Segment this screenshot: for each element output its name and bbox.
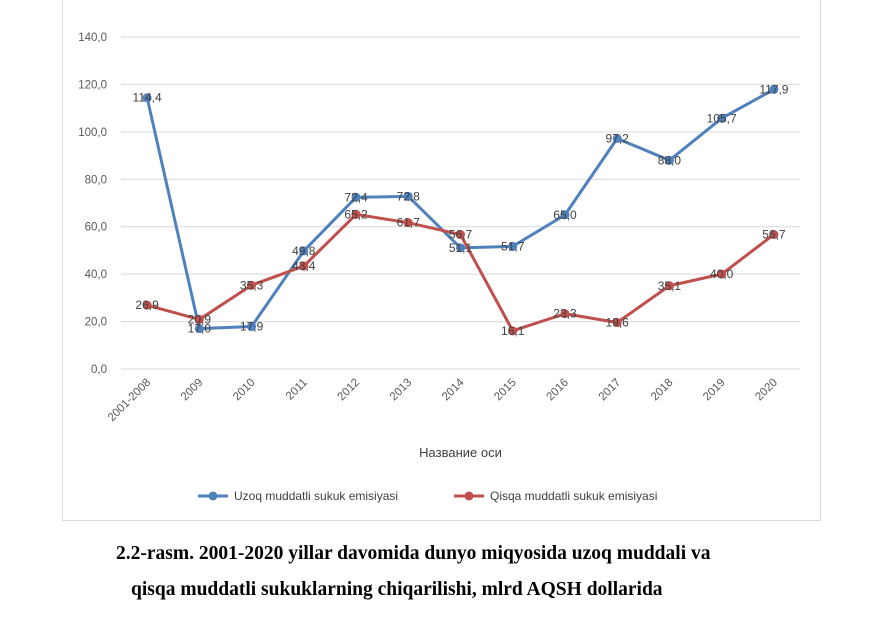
data-label: 23,3	[553, 307, 577, 321]
x-tick-label: 2009	[179, 377, 206, 404]
y-tick-label: 120,0	[78, 79, 107, 91]
data-point	[769, 84, 779, 94]
series-lines	[142, 84, 779, 336]
data-label: 26,9	[135, 298, 159, 312]
x-tick-label: 2014	[440, 376, 467, 403]
data-point	[508, 241, 518, 251]
legend-label: Uzoq muddatli sukuk emisiyasi	[234, 489, 398, 503]
x-tick-label: 2012	[336, 377, 363, 404]
data-point	[299, 261, 309, 271]
x-tick-label: 2016	[545, 377, 572, 404]
data-point	[456, 230, 465, 240]
data-point	[456, 243, 465, 253]
y-tick-label: 40,0	[85, 269, 107, 281]
data-label: 65,2	[344, 207, 368, 221]
gridlines	[121, 36, 800, 370]
legend-label: Qisqa muddatli sukuk emisiyasi	[490, 489, 657, 503]
data-label: 35,1	[658, 279, 682, 293]
data-point	[351, 192, 361, 202]
data-label: 61,7	[397, 216, 421, 230]
data-point	[508, 326, 518, 336]
data-label: 114,4	[133, 91, 162, 105]
data-label: 43,4	[292, 259, 316, 273]
data-label: 51,1	[449, 241, 473, 255]
line-chart: 0,0 20,0 40,0 60,0 80,0 100,0 120,0 140,0 2001-…	[78, 32, 800, 503]
legend-marker	[464, 491, 474, 501]
data-label: 40,0	[710, 267, 734, 281]
data-point	[612, 318, 622, 328]
x-tick-label: 2011	[284, 377, 310, 403]
x-tick-label: 2015	[492, 377, 519, 404]
caption-line-1: 2.2-rasm. 2001-2020 yillar davomida duny…	[116, 543, 711, 564]
y-tick-label: 140,0	[78, 32, 107, 44]
data-label: 49,8	[292, 244, 316, 258]
y-tick-label: 80,0	[85, 174, 107, 186]
data-label: 72,4	[344, 190, 368, 204]
data-point	[664, 281, 674, 291]
x-tick-label: 2020	[753, 377, 780, 404]
data-point	[142, 93, 152, 103]
data-label: 35,3	[240, 278, 264, 292]
y-tick-label: 0,0	[91, 364, 107, 376]
data-label: 20,9	[188, 312, 212, 326]
x-tick-label: 2018	[649, 377, 676, 404]
data-label: 17,9	[240, 320, 264, 334]
data-label: 72,8	[397, 189, 421, 203]
y-tick-label: 100,0	[78, 127, 107, 139]
data-point	[560, 210, 570, 220]
data-label: 51,7	[501, 239, 525, 253]
data-point	[717, 269, 727, 279]
x-tick-label: 2010	[231, 377, 258, 404]
data-label: 117,9	[759, 82, 788, 96]
data-point	[769, 230, 779, 240]
x-tick-label: 2017	[597, 377, 624, 404]
y-axis-ticks: 0,0 20,0 40,0 60,0 80,0 100,0 120,0 140,0	[78, 32, 107, 376]
x-axis-ticks: 2001-2008 2009 2010 2011 2012 2013 2014 2015 201…	[106, 376, 780, 424]
legend: Uzoq muddatli sukuk emisiyasi Qisqa mudda…	[198, 489, 657, 503]
data-point	[194, 324, 204, 334]
data-label: 56,7	[449, 228, 473, 242]
data-labels: 114,4 17,0 17,9 49,8 72,4 72,8 51,1 51,7 65,0 97,…	[133, 82, 789, 337]
data-label: 56,7	[762, 228, 786, 242]
data-label: 65,0	[553, 208, 577, 222]
data-label: 88,0	[658, 153, 682, 167]
data-point	[717, 113, 727, 123]
legend-marker	[208, 491, 218, 501]
data-label: 16,1	[501, 324, 525, 338]
data-label: 105,7	[707, 111, 737, 125]
data-point	[664, 155, 674, 165]
x-axis-title: Название оси	[419, 445, 502, 460]
data-point	[403, 218, 413, 228]
data-label: 97,2	[606, 131, 630, 145]
x-tick-label: 2001-2008	[106, 377, 153, 424]
data-point	[247, 280, 257, 290]
data-point	[403, 191, 413, 201]
data-label: 17,0	[188, 322, 212, 336]
data-point	[351, 209, 361, 219]
data-point	[560, 309, 570, 319]
data-point	[612, 133, 622, 143]
x-tick-label: 2013	[388, 377, 415, 404]
data-point	[194, 314, 204, 324]
y-tick-label: 60,0	[85, 222, 107, 234]
data-point	[142, 300, 152, 310]
data-label: 19,6	[606, 316, 630, 330]
data-point	[247, 322, 257, 332]
chart-frame: 0,0 20,0 40,0 60,0 80,0 100,0 120,0 140,0 2001-…	[62, 0, 821, 521]
caption-line-2: qisqa muddatli sukuklarning chiqarilishi…	[131, 579, 663, 600]
y-tick-label: 20,0	[85, 317, 107, 329]
x-tick-label: 2019	[701, 377, 728, 404]
data-point	[299, 246, 309, 256]
